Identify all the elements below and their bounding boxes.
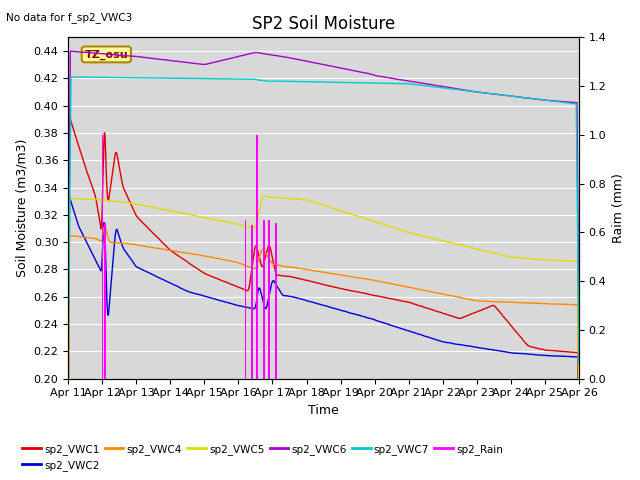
Bar xyxy=(268,220,269,379)
Bar xyxy=(275,223,276,379)
Y-axis label: Raim (mm): Raim (mm) xyxy=(612,173,625,243)
Bar xyxy=(104,223,106,379)
Legend: sp2_VWC1, sp2_VWC2, sp2_VWC4, sp2_VWC5, sp2_VWC6, sp2_VWC7, sp2_Rain: sp2_VWC1, sp2_VWC2, sp2_VWC4, sp2_VWC5, … xyxy=(18,439,508,475)
Bar xyxy=(263,220,265,379)
Text: TZ_osu: TZ_osu xyxy=(84,49,128,60)
Bar xyxy=(252,225,253,379)
Bar xyxy=(257,135,258,379)
Bar xyxy=(244,220,246,379)
Text: No data for f_sp2_VWC3: No data for f_sp2_VWC3 xyxy=(6,12,132,23)
Title: SP2 Soil Moisture: SP2 Soil Moisture xyxy=(252,15,395,33)
Bar xyxy=(102,135,103,379)
X-axis label: Time: Time xyxy=(308,404,339,417)
Y-axis label: Soil Moisture (m3/m3): Soil Moisture (m3/m3) xyxy=(15,139,28,277)
